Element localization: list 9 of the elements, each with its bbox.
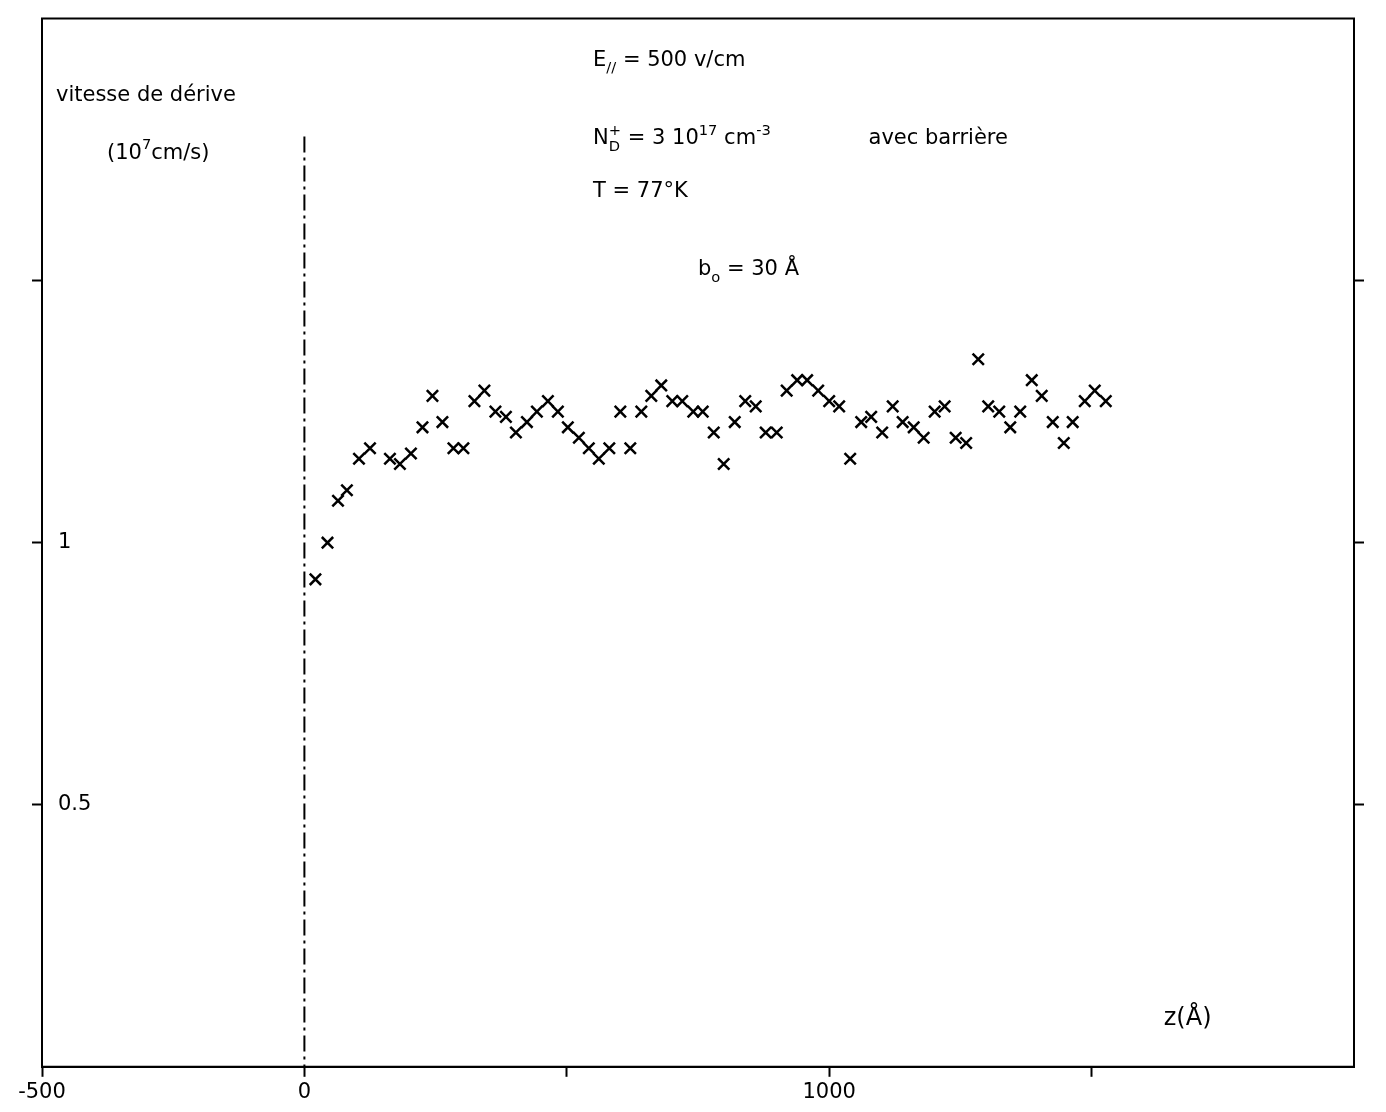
- x-tick-label: 1000: [802, 1078, 856, 1103]
- annotation: avec barrière: [868, 125, 1008, 150]
- y-tick-label: 1: [58, 529, 72, 554]
- annotation: E// = 500 v/cm: [593, 46, 746, 75]
- x-tick-label: 0: [297, 1078, 312, 1103]
- x-tick-label: -500: [18, 1078, 66, 1103]
- y-tick-label: 0.5: [58, 791, 92, 816]
- annotation: T = 77°K: [592, 177, 690, 202]
- x-axis-title: z(Å): [1163, 1001, 1212, 1031]
